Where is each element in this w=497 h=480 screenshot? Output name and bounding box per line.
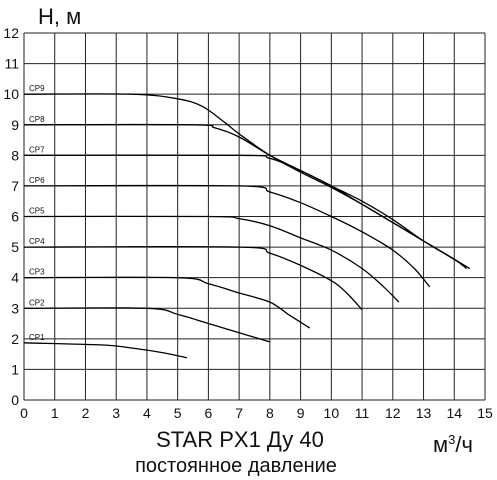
curve-cp7 xyxy=(23,154,467,270)
curve-label-cp5: CP5 xyxy=(29,207,45,216)
y-tick-label: 10 xyxy=(3,86,19,102)
y-tick-label: 0 xyxy=(11,392,19,408)
y-tick-label: 8 xyxy=(11,147,19,163)
x-tick-label: 8 xyxy=(266,405,274,421)
x-tick-label: 10 xyxy=(324,405,340,421)
curve-label-cp6: CP6 xyxy=(29,176,45,185)
chart-title: STAR PX1 Ду 40 xyxy=(156,427,324,452)
curve-cp1 xyxy=(23,342,188,359)
curve-cp5 xyxy=(23,215,400,303)
x-tick-label: 12 xyxy=(385,405,401,421)
curve-cp3 xyxy=(23,276,311,329)
x-tick-label: 4 xyxy=(143,405,151,421)
x-tick-label: 0 xyxy=(20,405,28,421)
x-tick-label: 1 xyxy=(51,405,59,421)
curve-label-cp2: CP2 xyxy=(29,298,45,307)
x-tick-label: 2 xyxy=(82,405,90,421)
curves xyxy=(23,93,470,359)
x-tick-label: 7 xyxy=(235,405,243,421)
y-tick-label: 4 xyxy=(11,270,19,286)
curve-label-cp3: CP3 xyxy=(29,268,45,277)
y-tick-label: 5 xyxy=(11,239,19,255)
curve-labels: CP1 CP2 CP3 CP4 CP5 CP6 CP7 CP8 CP9 xyxy=(29,84,45,342)
y-tick-label: 2 xyxy=(11,331,19,347)
curve-label-cp7: CP7 xyxy=(29,145,45,154)
curve-label-cp4: CP4 xyxy=(29,237,45,246)
curve-cp4 xyxy=(23,246,363,311)
curve-cp6 xyxy=(23,184,431,288)
curve-label-cp1: CP1 xyxy=(29,333,45,342)
y-tick-label: 3 xyxy=(11,300,19,316)
curve-cp9 xyxy=(23,93,470,270)
chart-subtitle: постоянное давление xyxy=(135,455,337,477)
x-tick-label: 11 xyxy=(355,405,370,421)
y-tick-label: 7 xyxy=(11,178,19,194)
y-axis-label: H, м xyxy=(38,4,81,29)
x-axis-label: м3/ч xyxy=(433,432,473,457)
y-tick-label: 1 xyxy=(11,361,19,377)
curve-label-cp8: CP8 xyxy=(29,115,45,124)
x-tick-label: 14 xyxy=(446,405,462,421)
x-axis-label-base: м xyxy=(433,432,448,457)
x-axis-label-tail: /ч xyxy=(455,432,473,457)
x-tick-label: 6 xyxy=(205,405,213,421)
x-tick-label: 15 xyxy=(477,405,493,421)
x-axis-label-sup: 3 xyxy=(448,432,455,447)
x-tick-label: 9 xyxy=(297,405,305,421)
y-tick-label: 9 xyxy=(11,117,19,133)
x-tick-label: 13 xyxy=(416,405,432,421)
y-tick-label: 11 xyxy=(4,56,19,72)
y-tick-label: 6 xyxy=(11,209,19,225)
curve-cp2 xyxy=(23,307,271,343)
x-tick-label: 5 xyxy=(174,405,182,421)
curve-label-cp9: CP9 xyxy=(29,84,45,93)
y-tick-label: 12 xyxy=(3,25,19,41)
x-tick-label: 3 xyxy=(112,405,120,421)
